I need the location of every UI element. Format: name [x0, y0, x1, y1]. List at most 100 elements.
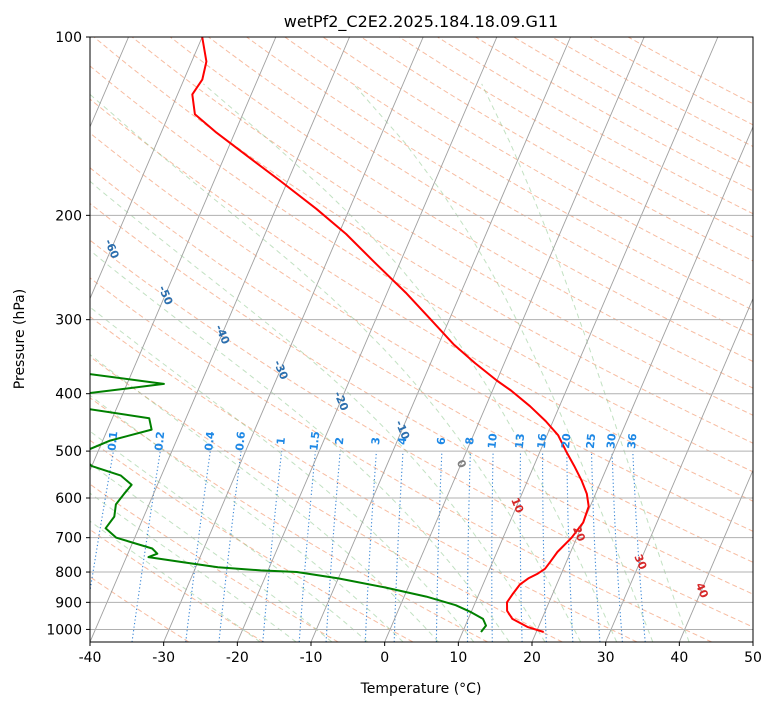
moist-adiabat	[203, 83, 618, 642]
dry-adiabat	[131, 37, 753, 416]
isotherm	[531, 125, 753, 642]
mixing-ratio-label: 0.4	[202, 430, 217, 451]
moist-adiabat	[90, 180, 546, 642]
mixing-ratio-label: 25	[584, 433, 598, 450]
axes: -40 -30 -20 -10 0 10 20 30 40 5010020030040050060…	[46, 30, 762, 666]
x-tick-label: 30	[597, 650, 615, 666]
moist-adiabat	[481, 83, 690, 642]
moist-adiabat	[90, 462, 333, 642]
y-tick-label: 700	[55, 531, 82, 547]
mixing-ratio-line	[364, 451, 377, 642]
dewpoint-profile	[90, 373, 487, 633]
mixing-ratio-label: 20	[559, 432, 573, 449]
moist-adiabat	[90, 430, 368, 642]
y-tick-label: 800	[55, 565, 82, 581]
mixing-ratio-line	[590, 451, 601, 642]
moist-adiabat	[90, 353, 439, 642]
moist-adiabat	[90, 306, 475, 642]
mixing-ratio-label: 4	[396, 436, 410, 445]
isotherm	[163, 37, 424, 642]
mixing-ratio-label: 3	[369, 437, 383, 446]
mixing-ratio-line	[632, 451, 646, 642]
inner-labels: -100-90-80-70-60-50-40-30-20-10010203040…	[102, 237, 711, 601]
x-tick-label: 40	[670, 650, 688, 666]
isotherm	[90, 37, 277, 472]
isotherm-label: 30	[631, 552, 649, 572]
y-tick-label: 500	[55, 444, 82, 460]
x-tick-label: 10	[449, 650, 467, 666]
mixing-ratio-label: 0.2	[152, 431, 167, 452]
dry-adiabat	[90, 132, 753, 532]
y-tick-label: 300	[55, 313, 82, 329]
x-axis-label: Temperature (°C)	[360, 681, 482, 697]
chart-title: wetPf2_C2E2.2025.184.18.09.G11	[284, 12, 558, 32]
x-tick-label: -30	[152, 650, 175, 666]
isotherm-label: 40	[693, 581, 711, 601]
x-tick-label: 20	[523, 650, 541, 666]
mixing-ratio-label: 10	[485, 432, 499, 449]
profiles	[90, 37, 590, 633]
mixing-ratio-label: 36	[625, 432, 639, 449]
background-lines	[90, 37, 753, 642]
isotherm	[678, 469, 753, 642]
mixing-ratio-label: 1	[274, 437, 288, 446]
dry-adiabat	[90, 202, 753, 595]
y-tick-label: 200	[55, 208, 82, 224]
isotherm	[90, 37, 350, 642]
mixing-ratio-label: 0.1	[105, 431, 120, 452]
dry-adiabat	[322, 37, 753, 286]
mixing-ratio-line	[611, 451, 623, 642]
mixing-ratio-line	[435, 451, 443, 642]
y-tick-label: 900	[55, 595, 82, 611]
mixing-ratio-line	[466, 451, 471, 642]
dry-adiabat	[90, 239, 753, 628]
y-tick-label: 600	[55, 491, 82, 507]
mixing-ratio-label: 30	[604, 432, 618, 449]
dry-adiabat	[90, 483, 339, 642]
mixing-ratio-label: 1.5	[307, 431, 322, 452]
dry-adiabat	[90, 167, 753, 563]
mixing-ratio-label: 2	[333, 437, 347, 446]
dry-adiabat	[90, 316, 638, 642]
isotherm-label: 20	[570, 524, 588, 544]
y-tick-label: 100	[55, 30, 82, 46]
temperature-profile	[191, 37, 590, 633]
isotherm-label: 10	[508, 496, 526, 516]
moist-adiabat	[90, 394, 404, 642]
dry-adiabat	[90, 529, 264, 642]
mixing-ratio-line	[325, 451, 341, 642]
dry-adiabat	[360, 37, 753, 262]
dry-adiabat	[246, 37, 753, 336]
mixing-ratio-label: 0.6	[233, 430, 248, 451]
dry-adiabat	[475, 37, 753, 192]
dry-adiabat	[208, 37, 753, 363]
dry-adiabat	[90, 65, 753, 473]
isotherm	[236, 37, 498, 642]
x-tick-label: -40	[79, 650, 102, 666]
plot-frame	[89, 36, 754, 643]
y-tick-label: 1000	[46, 622, 82, 638]
isotherm	[384, 37, 645, 642]
dry-adiabat	[90, 277, 712, 642]
mixing-ratio-line	[491, 451, 494, 642]
x-tick-label: -10	[300, 650, 323, 666]
isotherm	[605, 297, 753, 642]
isotherm	[310, 37, 571, 642]
x-tick-label: 0	[380, 650, 389, 666]
y-axis-label: Pressure (hPa)	[12, 289, 28, 389]
mixing-ratio-label: 13	[513, 433, 527, 450]
mixing-ratio-line	[566, 451, 574, 642]
x-tick-label: -20	[226, 650, 249, 666]
x-tick-label: 50	[744, 650, 762, 666]
mixing-ratio-line	[542, 451, 547, 642]
mixing-ratio-line	[519, 451, 523, 642]
isotherm	[457, 37, 719, 642]
mixing-ratio-label: 6	[435, 436, 449, 445]
y-tick-label: 400	[55, 387, 82, 403]
mixing-ratio-label: 16	[535, 432, 549, 449]
mixing-ratio-line	[393, 451, 404, 642]
isotherm	[90, 37, 203, 300]
dry-adiabat	[437, 37, 753, 215]
mixing-ratio-label: 8	[463, 437, 477, 446]
